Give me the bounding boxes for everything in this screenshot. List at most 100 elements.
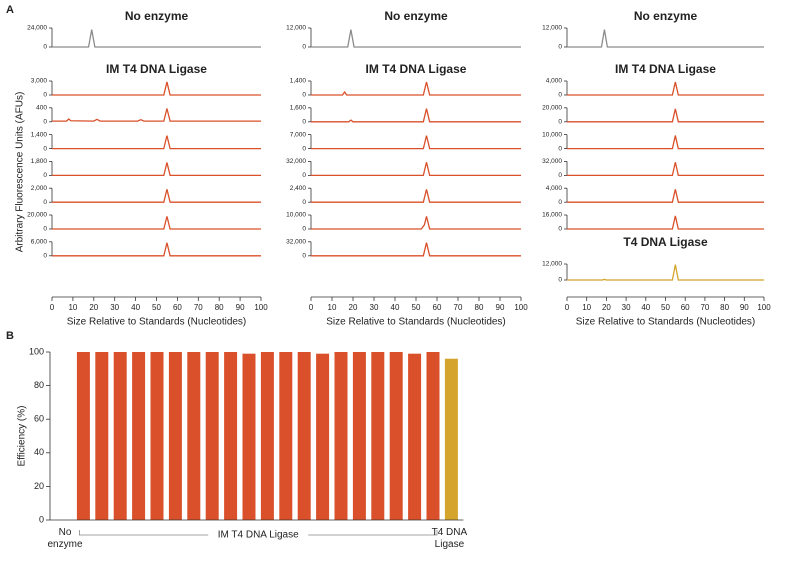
x-tick-label: 90: [236, 303, 245, 312]
x-axis-label: Size Relative to Standards (Nucleotides): [326, 317, 506, 328]
y-tick-label: 12,000: [542, 25, 562, 32]
trace: [52, 189, 261, 203]
x-tick-label: 30: [622, 303, 631, 312]
y-tick-label: 0: [302, 226, 306, 233]
x-tick-label: 60: [433, 303, 442, 312]
bar: [371, 352, 385, 520]
y-tick-label: 0: [302, 199, 306, 206]
bar: [76, 352, 90, 520]
bar: [150, 352, 164, 520]
y-tick-label: 1,600: [290, 105, 307, 112]
trace: [311, 242, 521, 257]
y-tick-label: 0: [43, 145, 47, 152]
bar: [205, 352, 219, 520]
y-tick-label: 32,000: [542, 158, 562, 165]
x-tick-label: 60: [173, 303, 182, 312]
trace: [52, 162, 261, 177]
y-tick-label: 0: [43, 119, 47, 126]
y-tick-label: 12,000: [286, 25, 306, 32]
y-tick-label: 80: [34, 380, 44, 390]
bar: [132, 352, 146, 520]
bar: [316, 353, 330, 520]
x-tick-label: 100: [254, 303, 268, 312]
y-tick-label: 32,000: [286, 239, 306, 246]
y-tick-label: 0: [302, 145, 306, 152]
group-title: No enzyme: [634, 9, 698, 23]
y-tick-label: 2,400: [290, 185, 307, 192]
x-tick-label: 40: [641, 303, 650, 312]
x-tick-label: 90: [740, 303, 749, 312]
y-tick-label: 40: [34, 447, 44, 457]
x-tick-label: 90: [496, 303, 505, 312]
y-tick-label: 1,800: [31, 158, 48, 165]
x-tick-label: 10: [68, 303, 77, 312]
group-title: No enzyme: [384, 9, 448, 23]
bar: [389, 352, 403, 520]
y-axis-label: Efficiency (%): [17, 406, 28, 467]
trace: [52, 216, 261, 230]
x-tick-label: 30: [370, 303, 379, 312]
y-tick-label: 0: [39, 514, 44, 524]
y-tick-label: 0: [43, 253, 47, 260]
trace: [52, 242, 261, 257]
y-tick-label: 3,000: [31, 78, 48, 85]
trace: [311, 108, 521, 123]
x-tick-label: 10: [582, 303, 591, 312]
y-tick-label: 6,000: [31, 239, 48, 246]
x-tick-label: 80: [215, 303, 224, 312]
group-bracket: [79, 530, 438, 536]
y-tick-label: 1,400: [31, 131, 48, 138]
y-tick-label: 1,400: [290, 78, 307, 85]
group-title: IM T4 DNA Ligase: [106, 62, 207, 76]
y-tick-label: 0: [558, 44, 562, 51]
panel-label: B: [6, 330, 14, 342]
bar: [242, 353, 256, 520]
bar: [352, 352, 366, 520]
x-tick-label: 100: [757, 303, 771, 312]
x-tick-label: 60: [681, 303, 690, 312]
y-tick-label: 0: [43, 199, 47, 206]
x-tick-label: 40: [131, 303, 140, 312]
y-tick-label: 0: [558, 199, 562, 206]
x-tick-label: No enzyme: [47, 527, 83, 550]
y-tick-label: 60: [34, 414, 44, 424]
y-tick-label: 0: [43, 92, 47, 99]
bar: [297, 352, 311, 520]
x-tick-label: 70: [194, 303, 203, 312]
y-tick-label: 0: [302, 253, 306, 260]
y-tick-label: 0: [43, 172, 47, 179]
trace: [567, 264, 764, 281]
y-tick-label: 20: [34, 481, 44, 491]
y-tick-label: 100: [29, 346, 44, 356]
x-tick-label: T4 DNA Ligase: [431, 527, 468, 550]
trace: [52, 135, 261, 150]
group-label: IM T4 DNA Ligase: [218, 530, 299, 541]
y-tick-label: 0: [558, 277, 562, 284]
trace: [311, 189, 521, 203]
x-axis-label: Size Relative to Standards (Nucleotides): [67, 317, 247, 328]
bar: [113, 352, 127, 520]
y-tick-label: 0: [302, 92, 306, 99]
x-tick-label: 10: [328, 303, 337, 312]
trace: [567, 162, 764, 177]
y-tick-label: 16,000: [542, 212, 562, 219]
y-tick-label: 0: [558, 172, 562, 179]
group-title: IM T4 DNA Ligase: [366, 62, 467, 76]
panel-label: A: [6, 4, 14, 16]
x-tick-label: 0: [565, 303, 570, 312]
y-tick-label: 0: [302, 119, 306, 126]
y-tick-label: 0: [302, 44, 306, 51]
x-tick-label: 30: [110, 303, 119, 312]
trace: [567, 189, 764, 203]
y-tick-label: 12,000: [542, 261, 562, 268]
bar: [408, 353, 422, 520]
group-title: IM T4 DNA Ligase: [615, 62, 716, 76]
x-axis-label: Size Relative to Standards (Nucleotides): [576, 317, 756, 328]
y-tick-label: 10,000: [542, 131, 562, 138]
y-tick-label: 0: [558, 226, 562, 233]
bar: [224, 352, 238, 520]
trace: [311, 29, 521, 48]
x-tick-label: 20: [89, 303, 98, 312]
y-axis-label: Arbitrary Fluorescence Units (AFUs): [15, 92, 26, 253]
